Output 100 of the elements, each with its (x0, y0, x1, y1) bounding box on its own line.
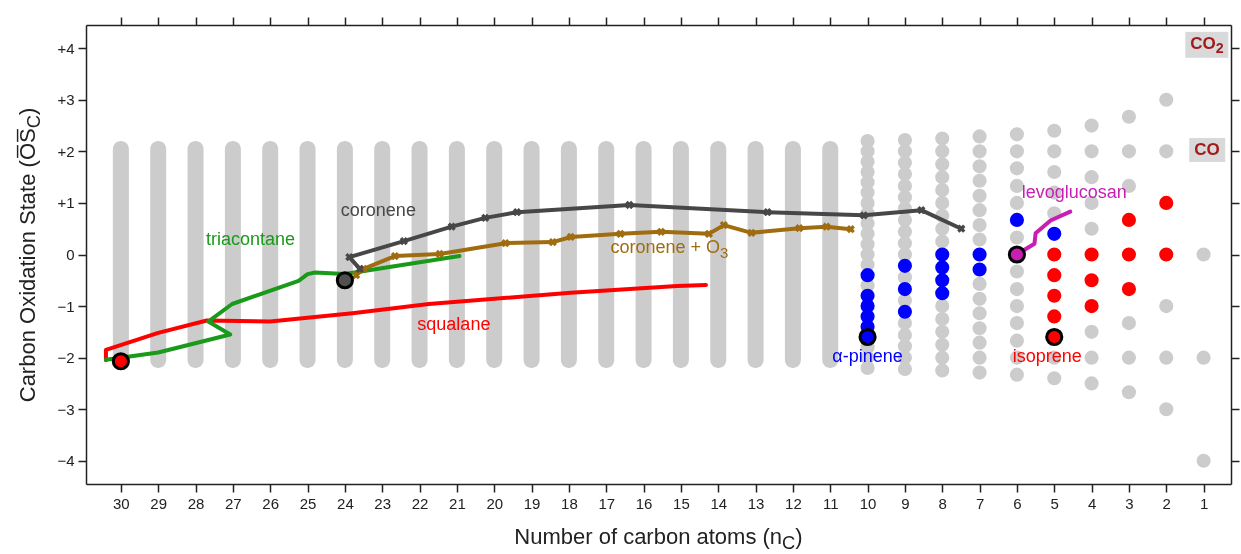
x-tick-label: 8 (938, 494, 947, 512)
y-tick-label: 0 (66, 246, 75, 263)
point (1047, 247, 1062, 262)
point (111, 352, 130, 371)
point (1084, 299, 1099, 314)
y-tick-label: −2 (57, 349, 75, 367)
x-tick-label: 2 (1162, 494, 1171, 512)
point (399, 236, 409, 246)
point (860, 268, 875, 283)
point (512, 208, 522, 217)
point (1047, 268, 1062, 283)
point (1121, 212, 1136, 227)
point (435, 249, 444, 259)
point (1007, 245, 1026, 264)
annotation: CO (1189, 138, 1225, 162)
x-tick-label: 5 (1050, 494, 1059, 512)
x-tick-label: 23 (374, 494, 392, 512)
point (1159, 247, 1174, 262)
x-tick-label: 13 (747, 494, 765, 512)
y-tick-label: +2 (57, 142, 75, 160)
point (1084, 247, 1099, 262)
x-tick-label: 16 (635, 494, 653, 512)
point (795, 224, 804, 233)
point (935, 247, 950, 262)
point (656, 227, 666, 236)
x-tick-label: 6 (1013, 494, 1022, 512)
point (447, 222, 456, 231)
series-label: coronene (340, 199, 416, 221)
point (355, 264, 364, 274)
point (351, 270, 361, 280)
x-axis-title: Number of carbon atoms (n$_{C}$) (514, 523, 803, 554)
x-tick-label: 3 (1125, 494, 1134, 512)
x-tick-label: 7 (975, 494, 985, 512)
point (935, 273, 950, 288)
point (719, 220, 728, 230)
x-tick-label: 19 (523, 494, 541, 512)
series-label: α-pinene (832, 345, 903, 367)
x-tick-label: 30 (113, 494, 130, 512)
x-tick-label: 27 (225, 494, 242, 512)
point (390, 251, 400, 261)
point (935, 286, 950, 301)
x-tick-label: 9 (901, 494, 910, 512)
point (897, 258, 912, 273)
x-tick-label: 15 (673, 494, 690, 512)
point (566, 232, 575, 242)
x-tick-label: 17 (598, 494, 616, 512)
point (1047, 288, 1062, 303)
point (1009, 212, 1024, 227)
x-tick-label: 28 (187, 494, 205, 512)
point (747, 228, 756, 237)
y-tick-label: +1 (57, 194, 75, 212)
point (616, 229, 625, 239)
series-label: triacontane (206, 228, 296, 250)
point (1121, 247, 1136, 262)
x-tick-label: 14 (710, 494, 728, 512)
point (501, 239, 510, 248)
x-tick-label: 18 (561, 494, 578, 512)
point (335, 271, 354, 290)
x-tick-label: 25 (299, 494, 317, 512)
point (1121, 282, 1136, 297)
point (822, 222, 831, 231)
series-label: levoglucosan (1021, 181, 1127, 203)
x-tick-label: 12 (785, 494, 802, 512)
point (972, 247, 987, 262)
point (846, 225, 855, 234)
y-tick-label: −1 (57, 297, 75, 315)
annotation: CO$_{2}$ (1185, 31, 1229, 59)
y-tick-label: +4 (57, 39, 75, 57)
point (704, 229, 714, 239)
series-label: isoprene (1012, 345, 1082, 367)
x-tick-label: 22 (411, 494, 429, 512)
line-series (103, 282, 708, 363)
point (1047, 309, 1062, 324)
point (935, 260, 950, 275)
y-tick-label: +3 (57, 91, 75, 109)
point (917, 206, 926, 215)
point (1045, 327, 1064, 347)
x-tick-label: 1 (1199, 494, 1209, 512)
point (957, 224, 966, 233)
x-tick-label: 11 (822, 494, 839, 512)
x-tick-label: 29 (150, 494, 168, 512)
x-tick-label: 20 (486, 494, 504, 512)
point (897, 282, 912, 297)
series-label: squalane (417, 313, 491, 335)
y-tick-label: −4 (57, 452, 75, 470)
point (897, 304, 912, 319)
point (1084, 273, 1099, 288)
point (625, 200, 634, 210)
point (548, 237, 557, 247)
x-tick-label: 21 (449, 494, 466, 512)
x-tick-label: 26 (262, 494, 280, 512)
point (481, 213, 490, 223)
x-tick-label: 4 (1087, 494, 1097, 512)
point (1159, 195, 1174, 210)
series-label: coronene + O$_{3}$ (610, 237, 729, 261)
point (763, 208, 772, 217)
point (972, 262, 987, 277)
y-tick-label: −3 (57, 400, 75, 418)
x-tick-label: 24 (337, 494, 354, 512)
point (345, 252, 354, 262)
